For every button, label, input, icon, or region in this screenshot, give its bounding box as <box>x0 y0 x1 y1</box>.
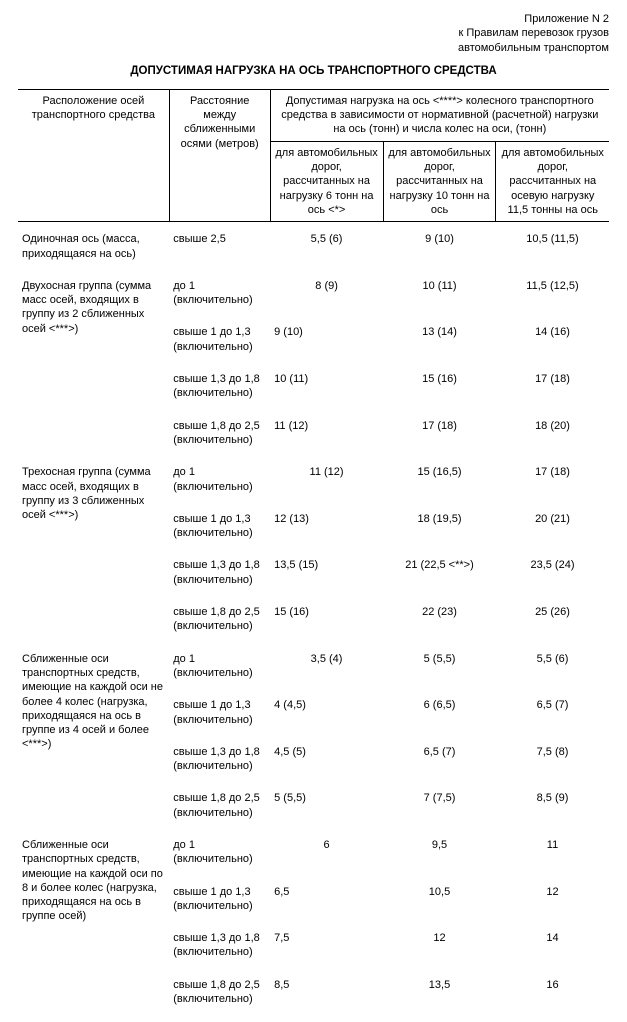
group-label: Двухосная группа (сумма масс осей, входя… <box>18 265 169 451</box>
value-cell: 5 (5,5) <box>270 777 383 824</box>
distance-cell: до 1 (включительно) <box>169 265 270 312</box>
value-cell: 5,5 (6) <box>496 638 609 685</box>
value-cell: 15 (16) <box>383 358 496 405</box>
annex-line1: Приложение N 2 <box>18 12 609 26</box>
value-cell: 13 (14) <box>383 311 496 358</box>
distance-cell: до 1 (включительно) <box>169 824 270 871</box>
distance-cell: свыше 1,8 до 2,5 (включительно) <box>169 964 270 1011</box>
value-cell: 13,5 <box>383 964 496 1011</box>
annex-line3: автомобильным транспортом <box>18 41 609 55</box>
value-cell: 23,5 (24) <box>496 544 609 591</box>
distance-cell: свыше 1 до 1,3 (включительно) <box>169 684 270 731</box>
value-cell: 6,5 <box>270 871 383 918</box>
value-cell: 12 (13) <box>270 498 383 545</box>
value-cell: 14 <box>496 917 609 964</box>
value-cell: 12 <box>383 917 496 964</box>
value-cell: 9,5 <box>383 824 496 871</box>
value-cell: 10,5 (11,5) <box>496 222 609 265</box>
page-title: ДОПУСТИМАЯ НАГРУЗКА НА ОСЬ ТРАНСПОРТНОГО… <box>18 65 609 77</box>
group-label: Одиночная ось (масса, приходящаяся на ос… <box>18 222 169 265</box>
distance-cell: свыше 1,8 до 2,5 (включительно) <box>169 591 270 638</box>
value-cell: 22 (23) <box>383 591 496 638</box>
value-cell: 7,5 <box>270 917 383 964</box>
value-cell: 18 (19,5) <box>383 498 496 545</box>
value-cell: 9 (10) <box>383 222 496 265</box>
table-body: Одиночная ось (масса, приходящаяся на ос… <box>18 222 609 1011</box>
distance-cell: свыше 1 до 1,3 (включительно) <box>169 311 270 358</box>
distance-cell: до 1 (включительно) <box>169 451 270 498</box>
value-cell: 11,5 (12,5) <box>496 265 609 312</box>
th-sub2: для автомобильных дорог, рассчитанных на… <box>383 141 496 221</box>
distance-cell: свыше 1 до 1,3 (включительно) <box>169 871 270 918</box>
value-cell: 5 (5,5) <box>383 638 496 685</box>
value-cell: 25 (26) <box>496 591 609 638</box>
value-cell: 6 (6,5) <box>383 684 496 731</box>
value-cell: 18 (20) <box>496 405 609 452</box>
value-cell: 6 <box>270 824 383 871</box>
distance-cell: свыше 1,8 до 2,5 (включительно) <box>169 777 270 824</box>
th-colgroup: Допустимая нагрузка на ось <****> колесн… <box>270 89 609 141</box>
value-cell: 11 <box>496 824 609 871</box>
value-cell: 8 (9) <box>270 265 383 312</box>
value-cell: 3,5 (4) <box>270 638 383 685</box>
table-row: Сближенные оси транспортных средств, име… <box>18 638 609 685</box>
annex-line2: к Правилам перевозок грузов <box>18 26 609 40</box>
value-cell: 15 (16) <box>270 591 383 638</box>
distance-cell: свыше 1,3 до 1,8 (включительно) <box>169 358 270 405</box>
value-cell: 6,5 (7) <box>383 731 496 778</box>
th-col1: Расположение осей транспортного средства <box>18 89 169 221</box>
value-cell: 11 (12) <box>270 451 383 498</box>
table-row: Трехосная группа (сумма масс осей, входя… <box>18 451 609 498</box>
distance-cell: свыше 1 до 1,3 (включительно) <box>169 498 270 545</box>
value-cell: 5,5 (6) <box>270 222 383 265</box>
distance-cell: свыше 1,8 до 2,5 (включительно) <box>169 405 270 452</box>
value-cell: 4,5 (5) <box>270 731 383 778</box>
distance-cell: свыше 1,3 до 1,8 (включительно) <box>169 731 270 778</box>
group-label: Сближенные оси транспортных средств, име… <box>18 638 169 824</box>
distance-cell: свыше 1,3 до 1,8 (включительно) <box>169 917 270 964</box>
value-cell: 7,5 (8) <box>496 731 609 778</box>
value-cell: 7 (7,5) <box>383 777 496 824</box>
value-cell: 14 (16) <box>496 311 609 358</box>
value-cell: 17 (18) <box>496 451 609 498</box>
value-cell: 16 <box>496 964 609 1011</box>
value-cell: 10 (11) <box>270 358 383 405</box>
value-cell: 4 (4,5) <box>270 684 383 731</box>
value-cell: 10 (11) <box>383 265 496 312</box>
group-label: Сближенные оси транспортных средств, име… <box>18 824 169 1010</box>
value-cell: 12 <box>496 871 609 918</box>
value-cell: 15 (16,5) <box>383 451 496 498</box>
table-row: Сближенные оси транспортных средств, име… <box>18 824 609 871</box>
value-cell: 8,5 <box>270 964 383 1011</box>
value-cell: 13,5 (15) <box>270 544 383 591</box>
th-sub3: для автомобильных дорог, рассчитанных на… <box>496 141 609 221</box>
th-col2: Расстояние между сближенными осями (метр… <box>169 89 270 221</box>
distance-cell: свыше 1,3 до 1,8 (включительно) <box>169 544 270 591</box>
value-cell: 21 (22,5 <**>) <box>383 544 496 591</box>
value-cell: 10,5 <box>383 871 496 918</box>
table-row: Двухосная группа (сумма масс осей, входя… <box>18 265 609 312</box>
value-cell: 17 (18) <box>383 405 496 452</box>
value-cell: 17 (18) <box>496 358 609 405</box>
distance-cell: до 1 (включительно) <box>169 638 270 685</box>
table-row: Одиночная ось (масса, приходящаяся на ос… <box>18 222 609 265</box>
value-cell: 6,5 (7) <box>496 684 609 731</box>
axle-load-table: Расположение осей транспортного средства… <box>18 89 609 1010</box>
value-cell: 11 (12) <box>270 405 383 452</box>
value-cell: 8,5 (9) <box>496 777 609 824</box>
distance-cell: свыше 2,5 <box>169 222 270 265</box>
group-label: Трехосная группа (сумма масс осей, входя… <box>18 451 169 637</box>
value-cell: 9 (10) <box>270 311 383 358</box>
th-sub1: для автомобильных дорог, рассчитанных на… <box>270 141 383 221</box>
annex-block: Приложение N 2 к Правилам перевозок груз… <box>18 12 609 55</box>
value-cell: 20 (21) <box>496 498 609 545</box>
